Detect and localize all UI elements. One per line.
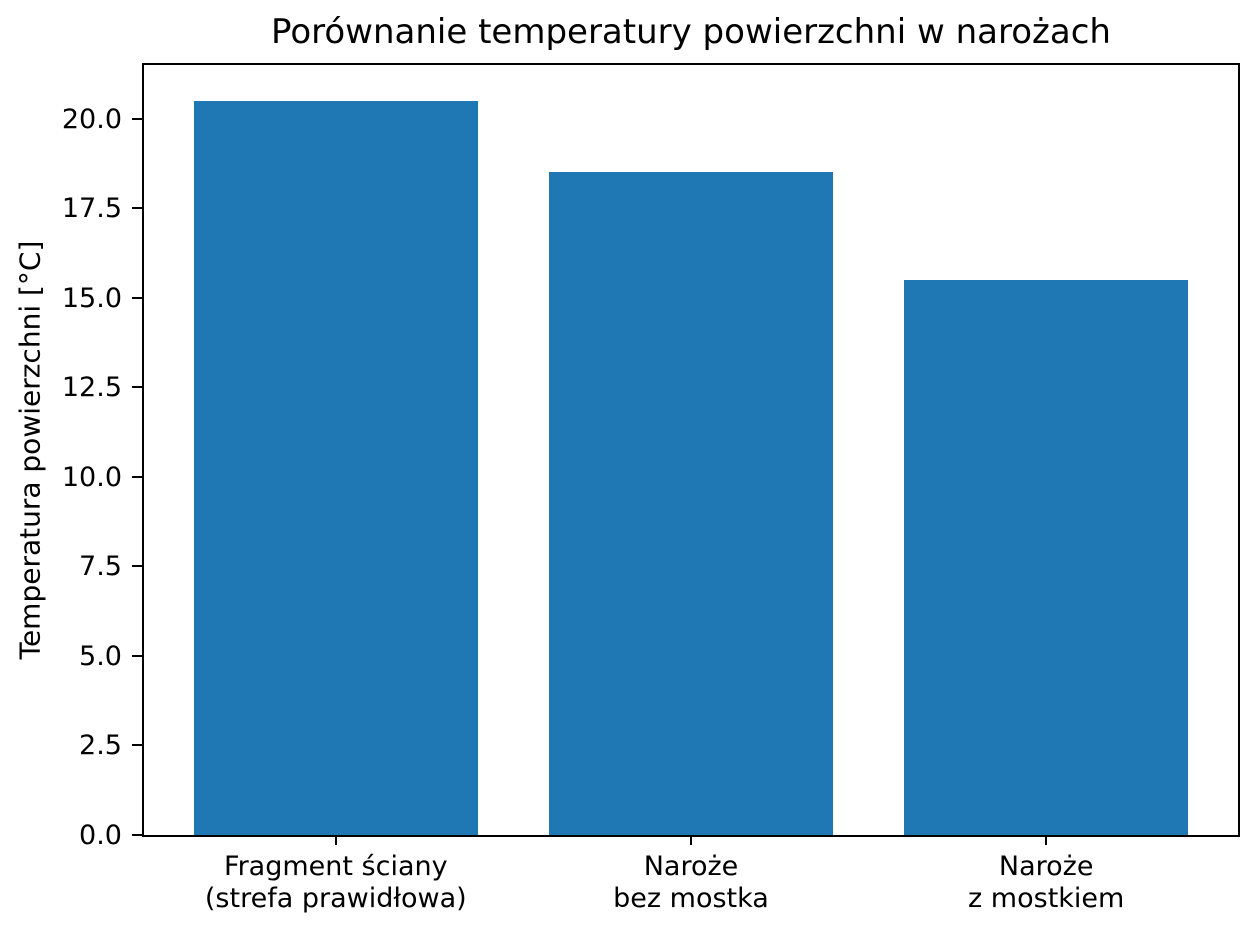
y-tick-label: 2.5 <box>79 730 122 762</box>
y-tick-label: 5.0 <box>79 640 122 672</box>
y-tick-mark <box>132 117 142 120</box>
x-tick-mark <box>1045 835 1048 845</box>
y-tick-mark <box>132 654 142 657</box>
y-tick-label: 15.0 <box>61 282 122 314</box>
y-tick-mark <box>132 475 142 478</box>
y-tick-mark <box>132 744 142 747</box>
x-tick-label: Naroże z mostkiem <box>968 851 1125 914</box>
y-tick-mark <box>132 565 142 568</box>
y-tick-label: 12.5 <box>61 372 122 404</box>
x-tick-label: Naroże bez mostka <box>613 851 769 914</box>
x-tick-mark <box>334 835 337 845</box>
bar-0 <box>193 100 478 835</box>
y-tick-label: 7.5 <box>79 551 122 583</box>
y-tick-label: 17.5 <box>61 193 122 225</box>
x-tick-label: Fragment ściany (strefa prawidłowa) <box>204 851 467 914</box>
y-tick-label: 0.0 <box>79 820 122 851</box>
y-tick-mark <box>132 296 142 299</box>
y-tick-mark <box>132 386 142 389</box>
chart-title: Porównanie temperatury powierzchni w nar… <box>271 12 1111 52</box>
y-tick-label: 20.0 <box>61 103 122 135</box>
bar-1 <box>548 172 834 835</box>
y-tick-label: 10.0 <box>61 461 122 493</box>
y-tick-mark <box>132 207 142 210</box>
x-tick-mark <box>690 835 692 845</box>
plot-area <box>142 63 1240 837</box>
bar-2 <box>904 279 1189 835</box>
y-tick-mark <box>132 834 142 836</box>
